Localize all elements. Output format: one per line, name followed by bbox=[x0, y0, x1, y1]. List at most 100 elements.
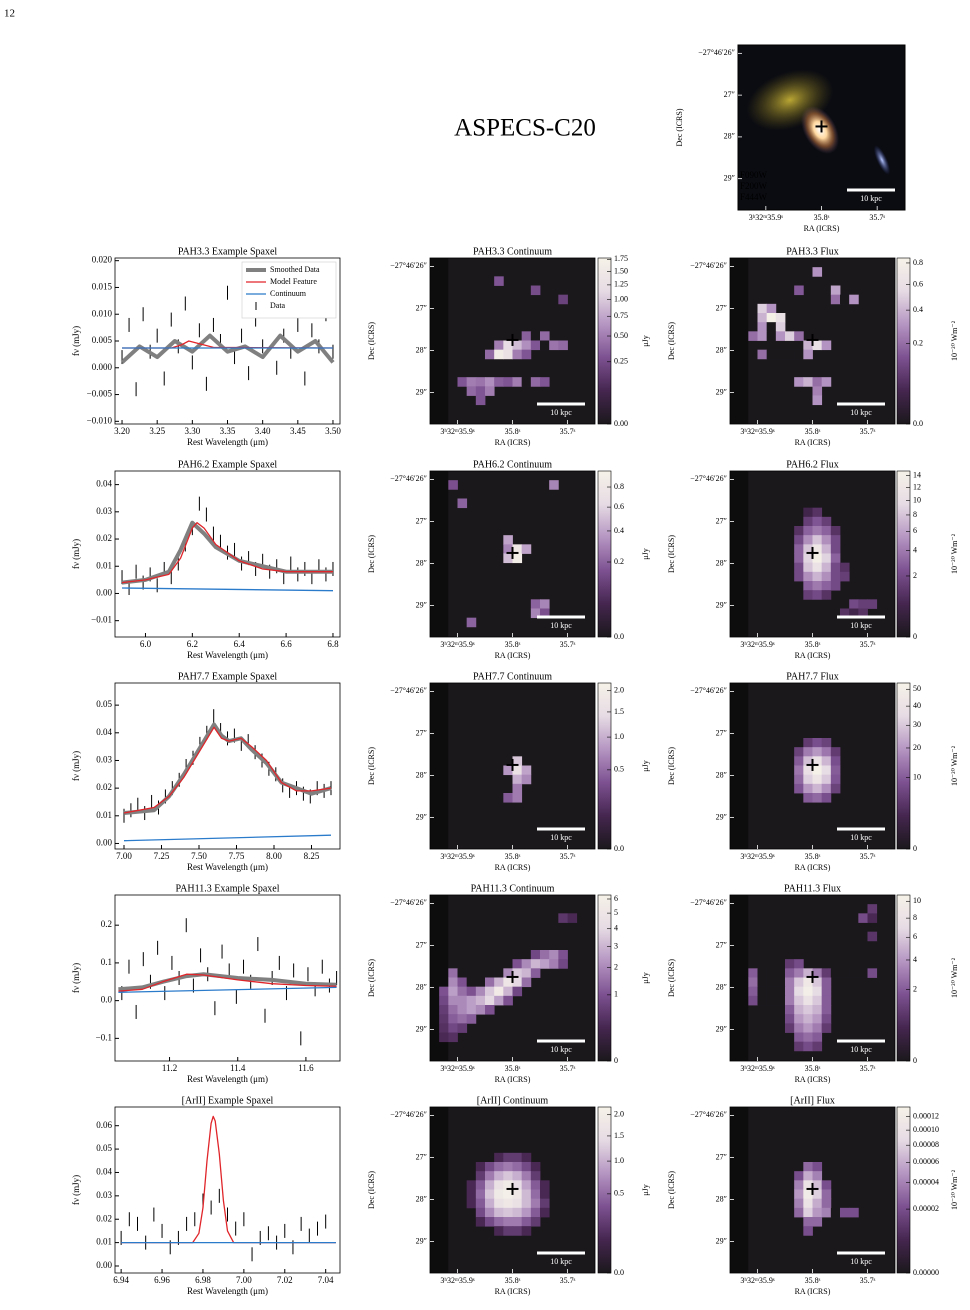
pixel bbox=[503, 1171, 513, 1181]
colorbar-label: 10⁻²⁰ Wm⁻² bbox=[950, 745, 959, 786]
pixel bbox=[812, 774, 823, 785]
pixel bbox=[821, 1014, 832, 1024]
pixel bbox=[867, 913, 878, 923]
pixel bbox=[821, 562, 832, 573]
pixel bbox=[849, 599, 859, 609]
pixel bbox=[457, 498, 468, 509]
x-tick-label: 3.50 bbox=[325, 426, 341, 436]
y-tick-label: −27°46′26″ bbox=[390, 1110, 427, 1119]
map-title: PAH3.3 Continuum bbox=[473, 246, 552, 257]
pixel bbox=[530, 1198, 541, 1209]
y-tick-label: 27″ bbox=[716, 728, 727, 737]
pixel bbox=[485, 995, 495, 1006]
pixel bbox=[794, 747, 804, 757]
pixel bbox=[821, 1023, 832, 1033]
colorbar-tick-label: 8 bbox=[913, 913, 917, 922]
pixel bbox=[494, 1189, 504, 1200]
pixel bbox=[803, 1198, 813, 1209]
y-tick-label: 28″ bbox=[716, 770, 727, 779]
plot-title: PAH3.3 Example Spaxel bbox=[178, 246, 278, 257]
y-axis-label: Dec (ICRS) bbox=[367, 535, 376, 573]
pixel bbox=[512, 774, 523, 785]
x-tick-label: 3ʰ32ᵐ35.9ˢ bbox=[440, 427, 474, 436]
x-tick-label: 35.8ˢ bbox=[805, 427, 821, 436]
pixel bbox=[521, 977, 532, 988]
pixel bbox=[530, 968, 541, 978]
pixel bbox=[785, 331, 795, 341]
y-tick-label: 0.2 bbox=[101, 919, 112, 929]
colorbar-tick-label: 2.0 bbox=[614, 686, 624, 695]
pixel bbox=[785, 349, 795, 360]
colorbar-tick-label: 0.00006 bbox=[913, 1157, 939, 1166]
pixel bbox=[830, 581, 841, 591]
pixel bbox=[803, 765, 813, 776]
pixel bbox=[512, 756, 523, 766]
pixel bbox=[485, 1189, 495, 1200]
pixel bbox=[821, 774, 832, 785]
colorbar-tick-label: 8 bbox=[913, 510, 917, 519]
pixel bbox=[803, 340, 813, 351]
pixel bbox=[794, 783, 804, 794]
pixel bbox=[512, 783, 523, 794]
pixel bbox=[549, 480, 559, 490]
y-tick-label: 0.015 bbox=[92, 282, 113, 292]
y-tick-label: 29″ bbox=[724, 173, 735, 182]
pixel bbox=[448, 986, 458, 997]
y-tick-label: 0.02 bbox=[96, 533, 112, 543]
scale-bar-label: 10 kpc bbox=[850, 408, 872, 417]
pixel bbox=[867, 904, 878, 914]
y-tick-label: −27°46′26″ bbox=[690, 1110, 727, 1119]
pixel bbox=[812, 267, 823, 277]
pixel bbox=[512, 1171, 523, 1181]
pixel bbox=[812, 1023, 823, 1033]
page-number: 12 bbox=[4, 8, 15, 20]
pixel bbox=[821, 738, 832, 748]
pixel bbox=[512, 1162, 523, 1172]
pixel bbox=[521, 1171, 532, 1181]
pixel bbox=[475, 395, 486, 406]
pixel bbox=[794, 977, 804, 988]
pixel bbox=[475, 1207, 486, 1218]
pixel bbox=[530, 1162, 541, 1172]
x-tick-label: 6.98 bbox=[195, 1275, 211, 1285]
pixel bbox=[830, 774, 841, 785]
map-edge-strip bbox=[730, 683, 749, 849]
colorbar-tick-label: 0.50 bbox=[614, 331, 628, 340]
y-axis-label: Dec (ICRS) bbox=[667, 959, 676, 997]
pixel bbox=[558, 294, 568, 305]
pixel bbox=[494, 349, 504, 360]
pixel bbox=[821, 571, 832, 582]
y-tick-label: 27″ bbox=[416, 303, 427, 312]
y-tick-label: 29″ bbox=[416, 387, 427, 396]
x-tick-label: 7.00 bbox=[236, 1275, 252, 1285]
pixel bbox=[803, 986, 813, 997]
colorbar-tick-label: 0.2 bbox=[913, 338, 923, 347]
x-tick-label: 7.00 bbox=[116, 851, 132, 861]
colorbar-label: μJy bbox=[641, 760, 650, 771]
colorbar bbox=[896, 682, 911, 850]
map-edge-strip bbox=[730, 471, 749, 637]
pixel bbox=[821, 1189, 832, 1200]
y-axis-label: Dec (ICRS) bbox=[667, 535, 676, 573]
y-tick-label: −27°46′26″ bbox=[690, 898, 727, 907]
y-axis-label: Dec (ICRS) bbox=[367, 959, 376, 997]
pixel bbox=[494, 1226, 504, 1236]
colorbar-tick-label: 0.0 bbox=[614, 1268, 624, 1277]
scale-bar-label: 10 kpc bbox=[550, 1257, 572, 1266]
y-tick-label: −0.010 bbox=[87, 415, 113, 425]
pixel bbox=[830, 285, 841, 296]
pixel bbox=[794, 995, 804, 1006]
pixel bbox=[785, 995, 795, 1006]
pixel bbox=[521, 349, 532, 360]
pixel bbox=[466, 1180, 477, 1190]
pixel bbox=[549, 950, 559, 960]
x-axis-label: RA (ICRS) bbox=[495, 1075, 531, 1084]
colorbar bbox=[896, 894, 911, 1062]
y-tick-label: 0.02 bbox=[96, 782, 112, 792]
pixel bbox=[830, 968, 841, 978]
colorbar-tick-label: 50 bbox=[913, 684, 921, 693]
pixel bbox=[830, 765, 841, 776]
scale-bar-label: 10 kpc bbox=[850, 621, 872, 630]
x-tick-label: 3ʰ32ᵐ35.9ˢ bbox=[440, 852, 474, 861]
pixel bbox=[785, 977, 795, 988]
